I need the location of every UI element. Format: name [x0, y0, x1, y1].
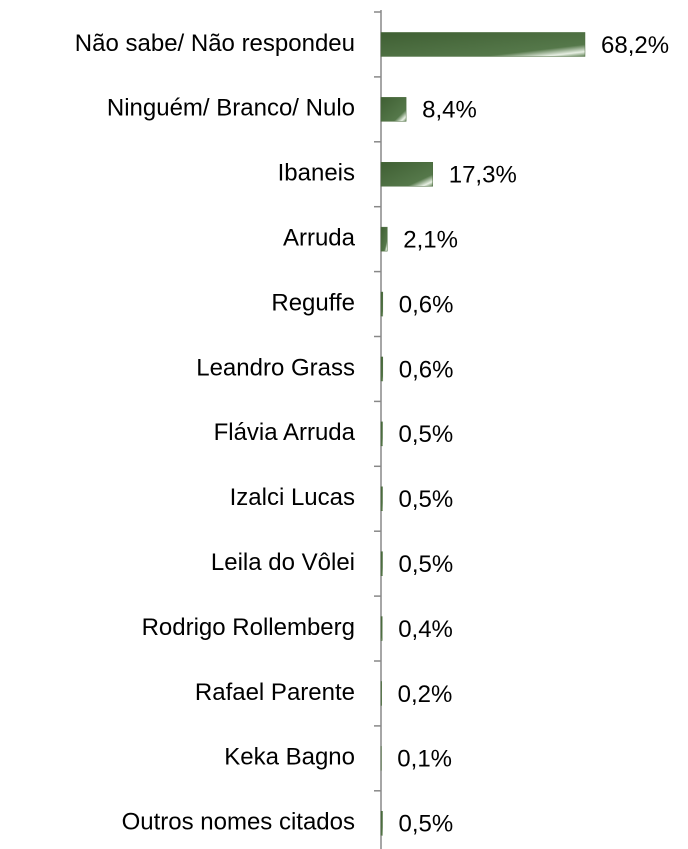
bar	[380, 162, 433, 187]
bar	[380, 32, 586, 57]
bar	[380, 97, 407, 122]
category-label: Ninguém/ Branco/ Nulo	[107, 95, 355, 122]
value-label: 0,6%	[399, 291, 454, 318]
value-label: 0,2%	[398, 681, 453, 708]
bar	[380, 486, 383, 511]
bar	[380, 356, 384, 382]
value-label: 0,1%	[397, 746, 452, 773]
value-label: 0,6%	[399, 356, 454, 383]
value-label: 0,5%	[398, 811, 453, 838]
value-label: 8,4%	[422, 97, 477, 124]
category-label: Outros nomes citados	[122, 809, 355, 836]
category-label: Leila do Vôlei	[211, 549, 355, 576]
value-label: 0,4%	[398, 616, 453, 643]
bar	[380, 616, 383, 641]
bar	[380, 551, 383, 576]
value-label: 2,1%	[403, 226, 458, 253]
category-label: Flávia Arruda	[214, 419, 356, 446]
value-label: 68,2%	[601, 32, 669, 59]
value-label: 0,5%	[398, 421, 453, 448]
category-label: Arruda	[283, 224, 356, 251]
category-label: Rodrigo Rollemberg	[142, 614, 355, 641]
category-label: Não sabe/ Não respondeu	[75, 30, 355, 57]
bar	[380, 226, 388, 252]
bar	[380, 811, 383, 836]
bar	[380, 681, 382, 706]
category-label: Rafael Parente	[195, 679, 355, 706]
bar	[380, 291, 384, 317]
category-label: Reguffe	[271, 289, 355, 316]
value-label: 0,5%	[398, 486, 453, 513]
category-label: Izalci Lucas	[230, 484, 355, 511]
category-label: Leandro Grass	[196, 354, 355, 381]
value-label: 17,3%	[449, 162, 517, 189]
category-label: Ibaneis	[278, 160, 355, 187]
category-label: Keka Bagno	[224, 744, 355, 771]
bar	[380, 421, 383, 447]
value-label: 0,5%	[398, 551, 453, 578]
